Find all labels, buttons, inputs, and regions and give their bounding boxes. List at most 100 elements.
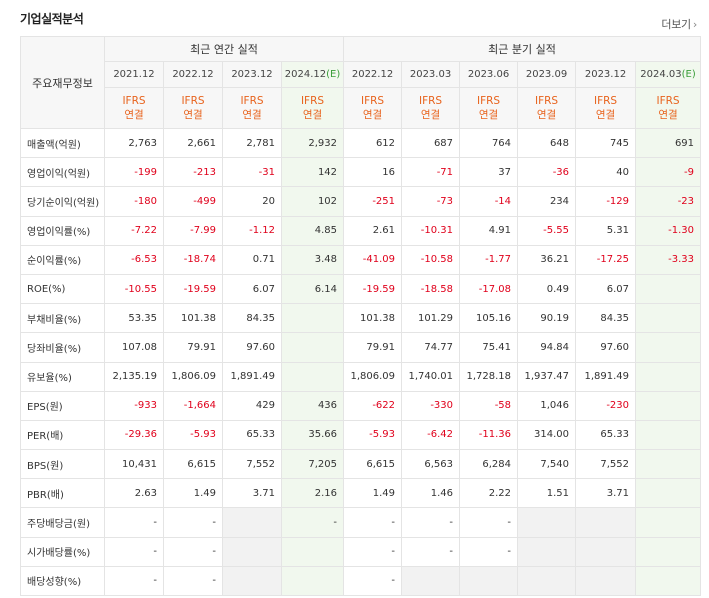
value-cell: 5.31 xyxy=(575,215,637,246)
value-cell: 53.35 xyxy=(104,303,164,334)
ifrs-label: IFRS xyxy=(476,95,501,107)
period-header: 2023.06 xyxy=(459,61,519,88)
ifrs-label: IFRS xyxy=(360,95,385,107)
value-cell: 2,781 xyxy=(222,127,282,159)
row-label: PBR(배) xyxy=(20,478,105,509)
value-cell: -499 xyxy=(163,186,223,217)
value-cell: -17.08 xyxy=(459,273,519,305)
value-cell: 101.29 xyxy=(401,303,461,334)
value-cell: 4.85 xyxy=(280,215,345,246)
value-cell xyxy=(517,536,577,567)
consolidated-label: 연결 xyxy=(242,109,262,121)
value-cell: -213 xyxy=(163,157,223,188)
value-cell: -10.55 xyxy=(104,273,164,305)
period-label: 2023.12 xyxy=(231,69,273,80)
value-cell: 1.46 xyxy=(401,478,461,509)
value-cell: 2.16 xyxy=(280,478,345,509)
ifrs-label: IFRS xyxy=(656,95,680,107)
row-label: 시가배당률(%) xyxy=(20,536,105,567)
value-cell xyxy=(280,303,345,334)
value-cell: 1,937.47 xyxy=(517,361,577,392)
value-cell: 1.49 xyxy=(343,478,403,509)
value-cell: -23 xyxy=(635,186,702,217)
value-cell: 65.33 xyxy=(575,419,637,451)
table-row: 당좌비율(%) 107.08 79.91 97.60 79.91 74.77 75.41 94… xyxy=(20,332,702,363)
value-cell: 6,563 xyxy=(401,449,461,480)
consolidated-label: 연결 xyxy=(183,109,203,121)
value-cell: 314.00 xyxy=(517,419,577,451)
value-cell: 142 xyxy=(280,157,345,188)
value-cell: -11.36 xyxy=(459,419,519,451)
table-row: 영업이익(억원) -199 -213 -31 142 16 -71 37 -36 40 -9 xyxy=(20,157,702,188)
value-cell: 84.35 xyxy=(575,303,637,334)
value-cell: - xyxy=(343,507,403,538)
value-cell: 612 xyxy=(343,127,403,159)
value-cell: 1,728.18 xyxy=(459,361,519,392)
value-cell xyxy=(222,507,282,538)
value-cell: 2.61 xyxy=(343,215,403,246)
value-cell: 90.19 xyxy=(517,303,577,334)
value-cell: -1.12 xyxy=(222,215,282,246)
value-cell: 102 xyxy=(280,186,345,217)
value-cell: 74.77 xyxy=(401,332,461,363)
period-header: 2022.12 xyxy=(343,61,403,88)
ifrs-badge: IFRS 연결 xyxy=(459,87,519,129)
row-label: BPS(원) xyxy=(20,449,105,480)
value-cell xyxy=(517,507,577,538)
table-row: 시가배당률(%) - - - - - xyxy=(20,536,702,567)
row-label: EPS(원) xyxy=(20,390,105,421)
value-cell: - xyxy=(459,536,519,567)
value-cell: 745 xyxy=(575,127,637,159)
value-cell xyxy=(222,536,282,567)
ifrs-label: IFRS xyxy=(240,95,264,107)
value-cell: 97.60 xyxy=(575,332,637,363)
chevron-right-icon: › xyxy=(692,18,697,31)
value-cell: 16 xyxy=(343,157,403,188)
value-cell: -58 xyxy=(459,390,519,421)
value-cell: - xyxy=(280,507,345,538)
ifrs-badge: IFRS 연결 xyxy=(280,87,345,129)
consolidated-label: 연결 xyxy=(420,109,441,121)
financial-table: 주요재무정보 최근 연간 실적 최근 분기 실적 2021.12 2022.12 2… xyxy=(20,36,702,597)
period-label: 2023.06 xyxy=(467,69,510,80)
period-header: 2021.12 xyxy=(104,61,164,88)
ifrs-badge: IFRS 연결 xyxy=(163,87,223,129)
value-cell xyxy=(635,478,702,509)
table-row: 부채비율(%) 53.35 101.38 84.35 101.38 101.29 105.1… xyxy=(20,303,702,334)
value-cell: 10,431 xyxy=(104,449,164,480)
row-label: 영업이익률(%) xyxy=(20,215,105,246)
value-cell xyxy=(635,332,702,363)
value-cell: -73 xyxy=(401,186,461,217)
ifrs-label: IFRS xyxy=(534,95,559,107)
value-cell: 2,763 xyxy=(104,127,164,159)
value-cell: 107.08 xyxy=(104,332,164,363)
value-cell: 0.71 xyxy=(222,244,282,275)
value-cell: 0.49 xyxy=(517,273,577,305)
value-cell: -622 xyxy=(343,390,403,421)
consolidated-label: 연결 xyxy=(124,109,144,121)
value-cell xyxy=(459,565,519,597)
value-cell: 94.84 xyxy=(517,332,577,363)
value-cell: 1,806.09 xyxy=(163,361,223,392)
value-cell: -19.59 xyxy=(343,273,403,305)
value-cell: 84.35 xyxy=(222,303,282,334)
row-label: 부채비율(%) xyxy=(20,303,105,334)
period-label: 2024.03 xyxy=(640,69,682,80)
more-link[interactable]: 더보기 › xyxy=(661,16,697,32)
value-cell: 75.41 xyxy=(459,332,519,363)
value-cell: 3.48 xyxy=(280,244,345,275)
value-cell: -180 xyxy=(104,186,164,217)
value-cell: -18.58 xyxy=(401,273,461,305)
estimate-mark: (E) xyxy=(326,69,341,80)
value-cell: -10.58 xyxy=(401,244,461,275)
value-cell: -5.93 xyxy=(343,419,403,451)
ifrs-badge: IFRS 연결 xyxy=(517,87,577,129)
value-cell: 6.14 xyxy=(280,273,345,305)
ifrs-label: IFRS xyxy=(593,95,618,107)
table-row: 유보율(%) 2,135.19 1,806.09 1,891.49 1,806.09 1,… xyxy=(20,361,702,392)
value-cell: -36 xyxy=(517,157,577,188)
value-cell: 2,661 xyxy=(163,127,223,159)
section-title: 기업실적분석 xyxy=(20,12,84,26)
value-cell: 1,046 xyxy=(517,390,577,421)
value-cell: -6.53 xyxy=(104,244,164,275)
